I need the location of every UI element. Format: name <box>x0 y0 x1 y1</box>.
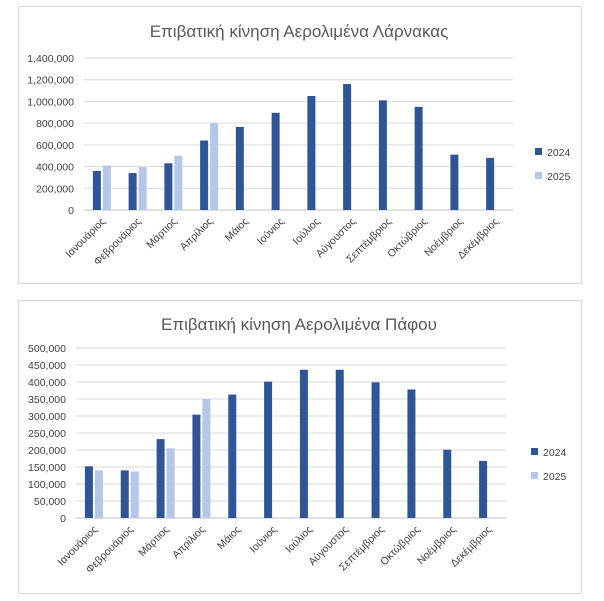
paphos-category-label: Μάιος <box>215 524 243 552</box>
larnaca-bar-2024-5 <box>235 126 244 210</box>
paphos-y-tick-label: 150,000 <box>28 462 66 474</box>
larnaca-y-tick-label: 0 <box>68 205 74 217</box>
paphos-bar-2024-8 <box>335 369 344 518</box>
larnaca-y-tick-label: 1,000,000 <box>27 96 74 108</box>
paphos-bar-2024-3 <box>156 439 165 518</box>
paphos-bar-2024-4 <box>192 414 201 518</box>
paphos-y-tick-label: 50,000 <box>34 496 66 508</box>
paphos-bar-2024-5 <box>228 394 237 518</box>
paphos-bar-2025-3 <box>166 448 175 518</box>
paphos-y-tick-label: 450,000 <box>28 360 66 372</box>
paphos-bar-2024-9 <box>371 382 380 518</box>
larnaca-category-label: Μάιος <box>223 216 251 244</box>
larnaca-bar-2024-3 <box>164 163 173 210</box>
larnaca-y-tick-label: 800,000 <box>36 118 74 130</box>
larnaca-chart-panel: Επιβατική κίνηση Αερολιμένα Λάρνακας 0 200… <box>18 6 582 284</box>
paphos-legend-label-2025: 2025 <box>543 471 567 483</box>
larnaca-category-label: Απρίλιος <box>178 216 216 254</box>
larnaca-category-label: Μάρτιος <box>144 216 179 251</box>
paphos-bar-2025-2 <box>130 471 139 518</box>
paphos-y-tick-label: 500,000 <box>28 343 66 355</box>
larnaca-y-tick-label: 600,000 <box>36 140 74 152</box>
larnaca-bar-2024-10 <box>414 106 423 210</box>
larnaca-y-tick-label: 400,000 <box>36 162 74 174</box>
larnaca-legend-swatch-2025 <box>535 172 542 179</box>
larnaca-legend-swatch-2024 <box>535 148 542 155</box>
larnaca-category-label: Ιούλιος <box>291 216 323 248</box>
larnaca-bar-2024-7 <box>307 96 316 210</box>
larnaca-bar-2024-2 <box>128 173 137 210</box>
larnaca-chart: Επιβατική κίνηση Αερολιμένα Λάρνακας 0 200… <box>27 22 571 268</box>
paphos-bar-2025-1 <box>94 470 103 518</box>
paphos-category-label: Ιούνιος <box>247 524 279 556</box>
larnaca-bar-2024-9 <box>378 100 387 210</box>
larnaca-bar-2024-8 <box>343 84 352 210</box>
larnaca-bar-2025-4 <box>210 123 219 210</box>
larnaca-y-tick-label: 200,000 <box>36 183 74 195</box>
paphos-chart: Επιβατική κίνηση Αερολιμένα Πάφου 0 50,000… <box>28 315 567 576</box>
larnaca-chart-title: Επιβατική κίνηση Αερολιμένα Λάρνακας <box>150 22 449 41</box>
paphos-category-label: Απρίλιος <box>170 524 208 562</box>
paphos-y-tick-label: 250,000 <box>28 428 66 440</box>
paphos-bar-2024-12 <box>479 460 488 518</box>
paphos-y-tick-label: 400,000 <box>28 377 66 389</box>
larnaca-category-label: Ιούνιος <box>255 216 287 248</box>
paphos-bar-2024-7 <box>299 369 308 518</box>
larnaca-y-tick-label: 1,400,000 <box>27 53 74 65</box>
paphos-y-tick-label: 350,000 <box>28 394 66 406</box>
larnaca-y-tick-label: 1,200,000 <box>27 75 74 87</box>
paphos-category-label: Μάρτιος <box>136 524 171 559</box>
paphos-bar-2024-10 <box>407 389 416 518</box>
paphos-bar-2025-4 <box>202 399 211 518</box>
paphos-legend-swatch-2025 <box>531 472 538 479</box>
larnaca-legend-label-2025: 2025 <box>547 171 571 183</box>
larnaca-bar-2024-12 <box>486 157 495 210</box>
paphos-y-tick-label: 300,000 <box>28 411 66 423</box>
larnaca-bar-2024-11 <box>450 154 459 210</box>
paphos-category-label: Ιούλιος <box>283 524 315 556</box>
paphos-y-tick-label: 100,000 <box>28 479 66 491</box>
paphos-y-tick-label: 200,000 <box>28 445 66 457</box>
paphos-y-tick-label: 0 <box>60 513 66 525</box>
paphos-bar-2024-6 <box>264 381 273 518</box>
larnaca-bar-2025-3 <box>174 155 183 210</box>
paphos-bar-2024-1 <box>84 466 93 518</box>
paphos-chart-panel: Επιβατική κίνηση Αερολιμένα Πάφου 0 50,000… <box>18 300 582 594</box>
larnaca-bar-2024-4 <box>200 140 209 210</box>
paphos-bar-2024-11 <box>443 449 452 518</box>
larnaca-bar-2025-1 <box>102 165 111 210</box>
larnaca-legend-label-2024: 2024 <box>547 147 571 159</box>
paphos-chart-title: Επιβατική κίνηση Αερολιμένα Πάφου <box>161 315 437 334</box>
paphos-legend-label-2024: 2024 <box>543 447 567 459</box>
larnaca-bar-2024-6 <box>271 112 280 210</box>
larnaca-bar-2025-2 <box>138 167 147 210</box>
larnaca-bar-2024-1 <box>92 170 101 210</box>
paphos-legend-swatch-2024 <box>531 448 538 455</box>
paphos-bar-2024-2 <box>120 470 129 518</box>
